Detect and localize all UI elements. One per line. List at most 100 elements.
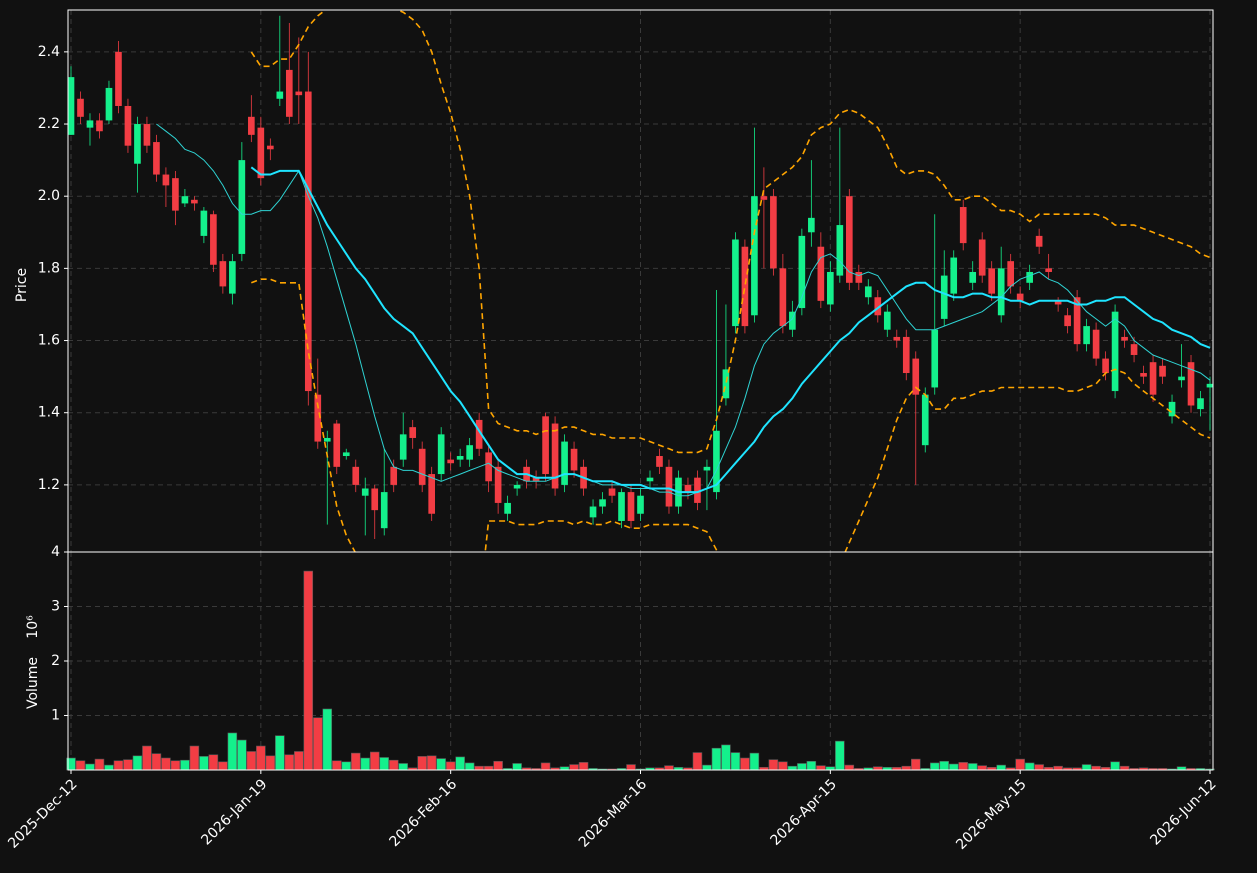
candle-body xyxy=(267,145,274,150)
candle-body xyxy=(1187,362,1195,406)
candle-body xyxy=(1121,336,1128,341)
volume-bar xyxy=(369,751,380,771)
candle-body xyxy=(86,120,94,128)
candle-body xyxy=(475,419,483,449)
volume-frame xyxy=(67,551,1214,771)
volume-tick-label: 2 xyxy=(51,653,60,669)
candle-body xyxy=(561,441,568,485)
candle-body xyxy=(1045,268,1052,272)
candle-body xyxy=(229,261,236,294)
candle-body xyxy=(988,268,996,294)
candle-body xyxy=(1111,311,1119,392)
candle-body xyxy=(618,492,625,521)
volume-bar xyxy=(730,752,741,771)
candle-body xyxy=(513,484,521,489)
candle-body xyxy=(1197,398,1204,410)
volume-bar xyxy=(1024,762,1035,771)
candle-body xyxy=(741,246,749,327)
candle-body xyxy=(219,261,227,287)
candle-body xyxy=(342,452,350,457)
indicator-line xyxy=(250,10,1211,454)
y-tick-label: 2.4 xyxy=(38,44,60,60)
volume-bar xyxy=(113,760,124,771)
volume-bar xyxy=(426,755,437,771)
volume-bar xyxy=(94,758,105,771)
volume-bar xyxy=(626,764,636,771)
volume-bar xyxy=(778,761,788,771)
candle-body xyxy=(646,477,654,482)
candle-body xyxy=(68,77,75,135)
y-axis-label: Price xyxy=(14,268,30,302)
volume-bar xyxy=(1034,764,1044,771)
volume-bar xyxy=(948,763,959,771)
candle-body xyxy=(1130,344,1138,355)
price-plot xyxy=(68,10,1213,552)
candle-body xyxy=(997,268,1005,316)
candle-body xyxy=(494,466,502,503)
y-tick-label: 2.0 xyxy=(38,188,60,204)
candle-body xyxy=(808,217,815,233)
indicator-line xyxy=(156,123,1211,497)
volume-bar xyxy=(350,752,361,771)
candle-body xyxy=(893,336,901,341)
volume-bar xyxy=(208,754,219,771)
volume-bar xyxy=(161,757,171,771)
y-tick-label: 1.4 xyxy=(38,405,60,421)
candle-body xyxy=(124,105,132,146)
candle-body xyxy=(172,178,179,211)
candle-body xyxy=(912,358,920,395)
candle-body xyxy=(1092,329,1100,359)
candle-body xyxy=(713,430,720,493)
candle-body xyxy=(864,286,872,298)
candle-body xyxy=(466,445,473,460)
candle-body xyxy=(1035,235,1043,247)
y-tick-label: 1.2 xyxy=(38,477,60,493)
volume-bar xyxy=(749,752,760,771)
candle-body xyxy=(1149,362,1157,395)
volume-bar xyxy=(692,752,703,771)
volume-bar xyxy=(569,764,579,771)
candle-body xyxy=(1102,358,1109,374)
candle-body xyxy=(959,207,967,244)
volume-bar xyxy=(388,759,399,771)
candle-body xyxy=(418,448,426,485)
volume-bar xyxy=(1015,758,1025,771)
candle-body xyxy=(589,506,597,518)
candle-body xyxy=(969,271,977,283)
candle-body xyxy=(399,434,407,460)
volume-bar xyxy=(702,764,712,771)
candle-body xyxy=(684,484,692,493)
candle-body xyxy=(276,91,284,99)
candle-body xyxy=(722,369,730,399)
volume-bar xyxy=(493,760,503,771)
y-tick-label: 1.8 xyxy=(38,260,60,276)
candle-body xyxy=(551,423,559,489)
volume-exponent: 10⁶ xyxy=(25,615,41,639)
candle-body xyxy=(665,466,673,507)
candle-body xyxy=(1073,297,1081,345)
candle-body xyxy=(285,69,293,117)
candle-body xyxy=(238,160,246,254)
candle-body xyxy=(456,456,464,460)
candle-body xyxy=(295,91,303,96)
candle-body xyxy=(352,466,360,485)
volume-bar xyxy=(85,763,95,771)
y-tick-label: 2.2 xyxy=(38,116,60,132)
volume-bar xyxy=(977,765,987,771)
candle-body xyxy=(437,434,445,475)
volume-bar xyxy=(816,765,826,771)
volume-bar xyxy=(512,763,522,771)
volume-bar xyxy=(455,756,465,771)
volume-bar xyxy=(398,763,408,771)
candle-body xyxy=(950,257,958,294)
volume-bar xyxy=(237,739,247,771)
volume-bar xyxy=(721,744,731,771)
volume-bar xyxy=(227,732,238,771)
candle-body xyxy=(77,98,84,117)
indicator-line xyxy=(250,166,1211,494)
candle-body xyxy=(1083,326,1090,345)
volume-bar xyxy=(189,745,200,771)
candle-body xyxy=(817,246,825,301)
volume-bar xyxy=(75,760,86,771)
